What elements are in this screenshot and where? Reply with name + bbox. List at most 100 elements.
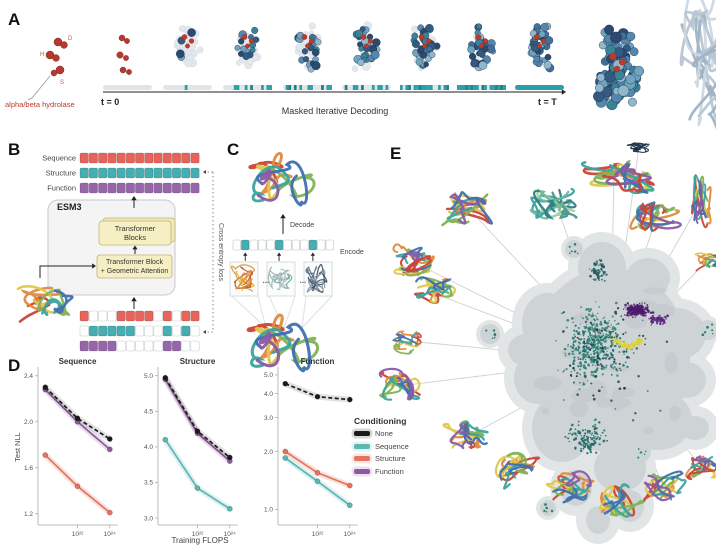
embedded-protein [598, 483, 645, 518]
y-tick-label: 1.0 [264, 507, 273, 514]
active-site-residue [479, 43, 484, 49]
arrowhead [203, 330, 206, 334]
conditioning-legend: Conditioning None Sequence Structure Functi… [354, 416, 438, 479]
motif-annotation: alpha/beta hydrolase [5, 100, 75, 109]
arrowhead [561, 89, 566, 95]
embedded-protein [690, 174, 712, 229]
structure-fragment [305, 264, 328, 294]
embedded-protein [626, 142, 650, 153]
legend-swatch [354, 431, 370, 436]
structure-token [249, 239, 258, 251]
structure-token [266, 239, 275, 251]
structure-token [232, 239, 241, 251]
input-protein [16, 285, 74, 323]
data-point [194, 485, 201, 491]
legend-swatch [354, 443, 370, 449]
legend-item-none: None [354, 429, 438, 438]
x-tick-label: 10²² [192, 531, 204, 538]
series-band [42, 384, 113, 442]
active-site-residue [609, 52, 617, 61]
data-point [314, 470, 321, 476]
series-line-none [44, 386, 111, 440]
panel-c-label: C [227, 140, 240, 159]
active-site-residue [185, 43, 190, 49]
embedded-protein [581, 160, 655, 195]
token-bar [342, 85, 391, 90]
y-tick-label: 4.0 [144, 444, 153, 451]
decode-step [116, 34, 132, 75]
structure-token [283, 239, 292, 251]
active-site-residue [540, 38, 547, 44]
decoded-protein [248, 152, 316, 207]
data-point [282, 448, 289, 455]
active-site-residue [305, 43, 310, 49]
decode-label: Decode [290, 222, 314, 229]
data-point [347, 502, 353, 509]
track-row-full [79, 152, 200, 164]
active-site-residue [367, 38, 374, 44]
structure-token [325, 239, 334, 251]
y-tick-label: 2.4 [24, 373, 33, 380]
active-site-residue [241, 34, 248, 40]
embedded-protein [494, 451, 540, 490]
data-point [314, 393, 321, 400]
structure-fragment [267, 266, 293, 290]
data-point [162, 375, 169, 381]
active-site-residue [418, 34, 425, 40]
token-bar [283, 85, 332, 90]
active-site-residue [245, 43, 250, 49]
x-tick-label: 10²² [72, 531, 84, 538]
chart-title: Sequence [59, 357, 97, 366]
structure-token [317, 239, 326, 251]
active-site-residue [425, 38, 432, 44]
y-tick-label: 1.6 [24, 465, 33, 472]
data-point [162, 436, 169, 443]
ellipsis: ... [300, 276, 307, 285]
y-tick-label: 3.0 [144, 515, 153, 522]
svg-text:S: S [60, 80, 64, 86]
y-axis-label: Test NLL [13, 432, 22, 462]
data-point [347, 482, 353, 489]
data-point [42, 452, 49, 458]
arrowhead [276, 252, 282, 256]
active-site-residue [533, 34, 540, 40]
track-row-full [79, 167, 200, 179]
active-site-residue [360, 34, 367, 40]
active-site-residue [308, 38, 315, 44]
structure-token [274, 239, 284, 251]
data-point [194, 428, 201, 434]
masked-function-row [79, 340, 200, 352]
y-tick-label: 3.5 [144, 480, 153, 487]
embedded-protein [392, 243, 435, 277]
active-site-residue [475, 34, 482, 40]
cluster-teal-lower [564, 418, 609, 455]
embedding-blob [480, 240, 716, 534]
svg-text:Blocks: Blocks [124, 233, 146, 242]
x-tick-label: 10²⁴ [104, 531, 116, 538]
data-point [74, 483, 81, 489]
spacefill-protein [294, 22, 322, 73]
spacefill-protein [467, 23, 496, 72]
data-point [314, 478, 321, 485]
embedded-protein [629, 201, 682, 232]
legend-swatch [354, 456, 370, 461]
panel-e-label: E [390, 144, 402, 163]
cluster-purple [622, 302, 655, 319]
chart-title: Function [301, 357, 335, 366]
embedded-protein [441, 191, 493, 227]
y-tick-label: 2.0 [24, 419, 33, 426]
loss-label: Cross entropy loss [217, 223, 224, 281]
active-site-residue [482, 38, 489, 44]
data-point [74, 415, 81, 422]
timestep-start-label: t = 0 [101, 97, 120, 107]
legend-title: Conditioning [354, 416, 407, 426]
panel-b-label: B [8, 140, 21, 159]
y-tick-label: 3.0 [264, 415, 273, 422]
cluster-teal-top [589, 259, 608, 282]
svg-text:H: H [40, 52, 44, 58]
y-tick-label: 5.0 [264, 372, 273, 379]
active-site-residue [537, 43, 542, 49]
arrowhead [310, 252, 316, 256]
